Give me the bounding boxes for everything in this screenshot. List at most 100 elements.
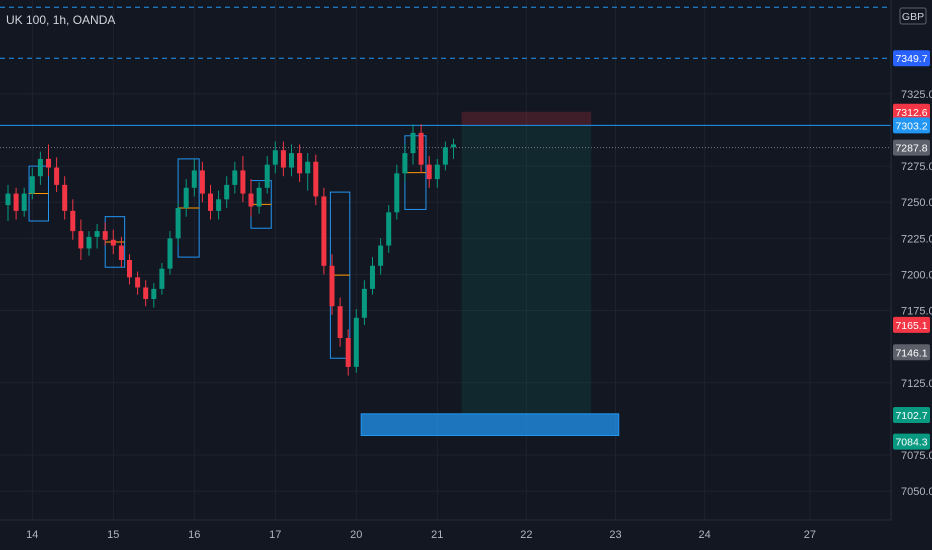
candle [37,151,43,185]
price-badge-label: 7084.3 [895,437,927,449]
candle-body [167,238,173,269]
candle [94,223,100,249]
candle [5,184,11,221]
price-badge-bg [893,433,930,450]
price-badge[interactable]: 7102.7 [893,406,930,423]
axes [0,0,892,521]
price-badge-bg [893,117,930,134]
candle-body [94,231,100,237]
candle-body [21,193,27,211]
y-tick-label: 7200.0 [901,269,932,281]
currency-badge-bg [899,7,927,25]
candle-body [434,164,440,180]
candle-body [297,153,303,174]
price-badge[interactable]: 7287.8 [893,139,930,156]
position-zones [360,111,620,437]
candle [62,176,68,220]
candle [272,141,278,174]
candle [70,199,76,240]
candle-body [143,287,149,299]
candle-body [151,288,157,299]
candle [159,262,165,295]
candle [102,222,108,246]
price-badge-label: 7102.7 [895,410,927,422]
symbol-title[interactable]: UK 100, 1h, OANDA [6,13,115,27]
candle [297,144,303,182]
candle [289,144,294,177]
x-tick-label: 21 [431,529,443,541]
candle-body [5,193,11,206]
candle-body [370,265,375,289]
candle-body [191,170,197,188]
x-tick-label: 20 [350,529,362,541]
candle-body [418,132,424,165]
candle [378,238,384,275]
price-badge[interactable]: 7312.6 [893,103,930,120]
candle [313,154,319,206]
candle-body [110,239,116,246]
price-badge[interactable]: 7146.1 [893,344,930,361]
price-badge[interactable]: 7349.7 [893,50,930,67]
x-tick-label: 17 [269,529,281,541]
price-badge-label: 7312.6 [895,107,927,119]
candle-body [386,212,392,246]
candle [46,144,51,177]
candle-body [70,210,76,232]
candle [86,231,92,256]
candle-body [13,193,19,211]
candle-body [216,199,222,211]
candle-body [378,245,384,266]
price-badge[interactable]: 7084.3 [893,433,930,450]
zone-rect[interactable] [461,111,592,126]
candle [29,167,35,200]
zone-rect[interactable] [360,413,620,437]
y-tick-label: 7325.0 [901,89,932,101]
candle-body [264,164,270,188]
candle [191,158,197,197]
candle [256,182,262,214]
candle [110,229,116,255]
candle [305,153,311,191]
y-tick-label: 7175.0 [901,306,932,318]
candle-body [256,187,262,207]
candle-body [272,150,278,165]
candle [370,257,375,295]
candle-body [118,245,124,260]
candle-body [442,147,448,165]
candle-body [208,193,213,211]
candle-body [102,231,108,240]
x-tick-label: 14 [26,529,38,541]
candle-body [426,164,432,180]
candle-body [305,161,311,174]
horizontal-lines [0,6,891,149]
price-badge[interactable]: 7303.2 [893,117,930,134]
currency-badge-label: GBP [902,11,924,23]
candle [442,141,448,171]
candle-body [394,173,400,213]
candle [135,271,141,295]
candle [143,280,149,307]
candle-body [62,184,68,211]
candle [321,187,327,275]
price-badge-label: 7303.2 [895,120,927,132]
currency-badge[interactable]: GBP [899,7,927,25]
candle-body [199,170,205,194]
x-tick-label: 15 [107,529,119,541]
candle-body [410,132,416,154]
candle-body [37,158,43,177]
candle-body [353,317,359,367]
candle [54,157,60,193]
candles [5,124,456,376]
y-tick-label: 7275.0 [901,161,932,173]
y-tick-label: 7225.0 [901,233,932,245]
price-badge-bg [893,344,930,361]
candle-body [321,196,327,266]
candle [337,297,343,347]
candle [78,219,84,260]
candle-body [159,268,165,289]
price-badge[interactable]: 7165.1 [893,316,930,333]
candle-body [361,288,367,318]
zone-rect[interactable] [461,125,592,415]
